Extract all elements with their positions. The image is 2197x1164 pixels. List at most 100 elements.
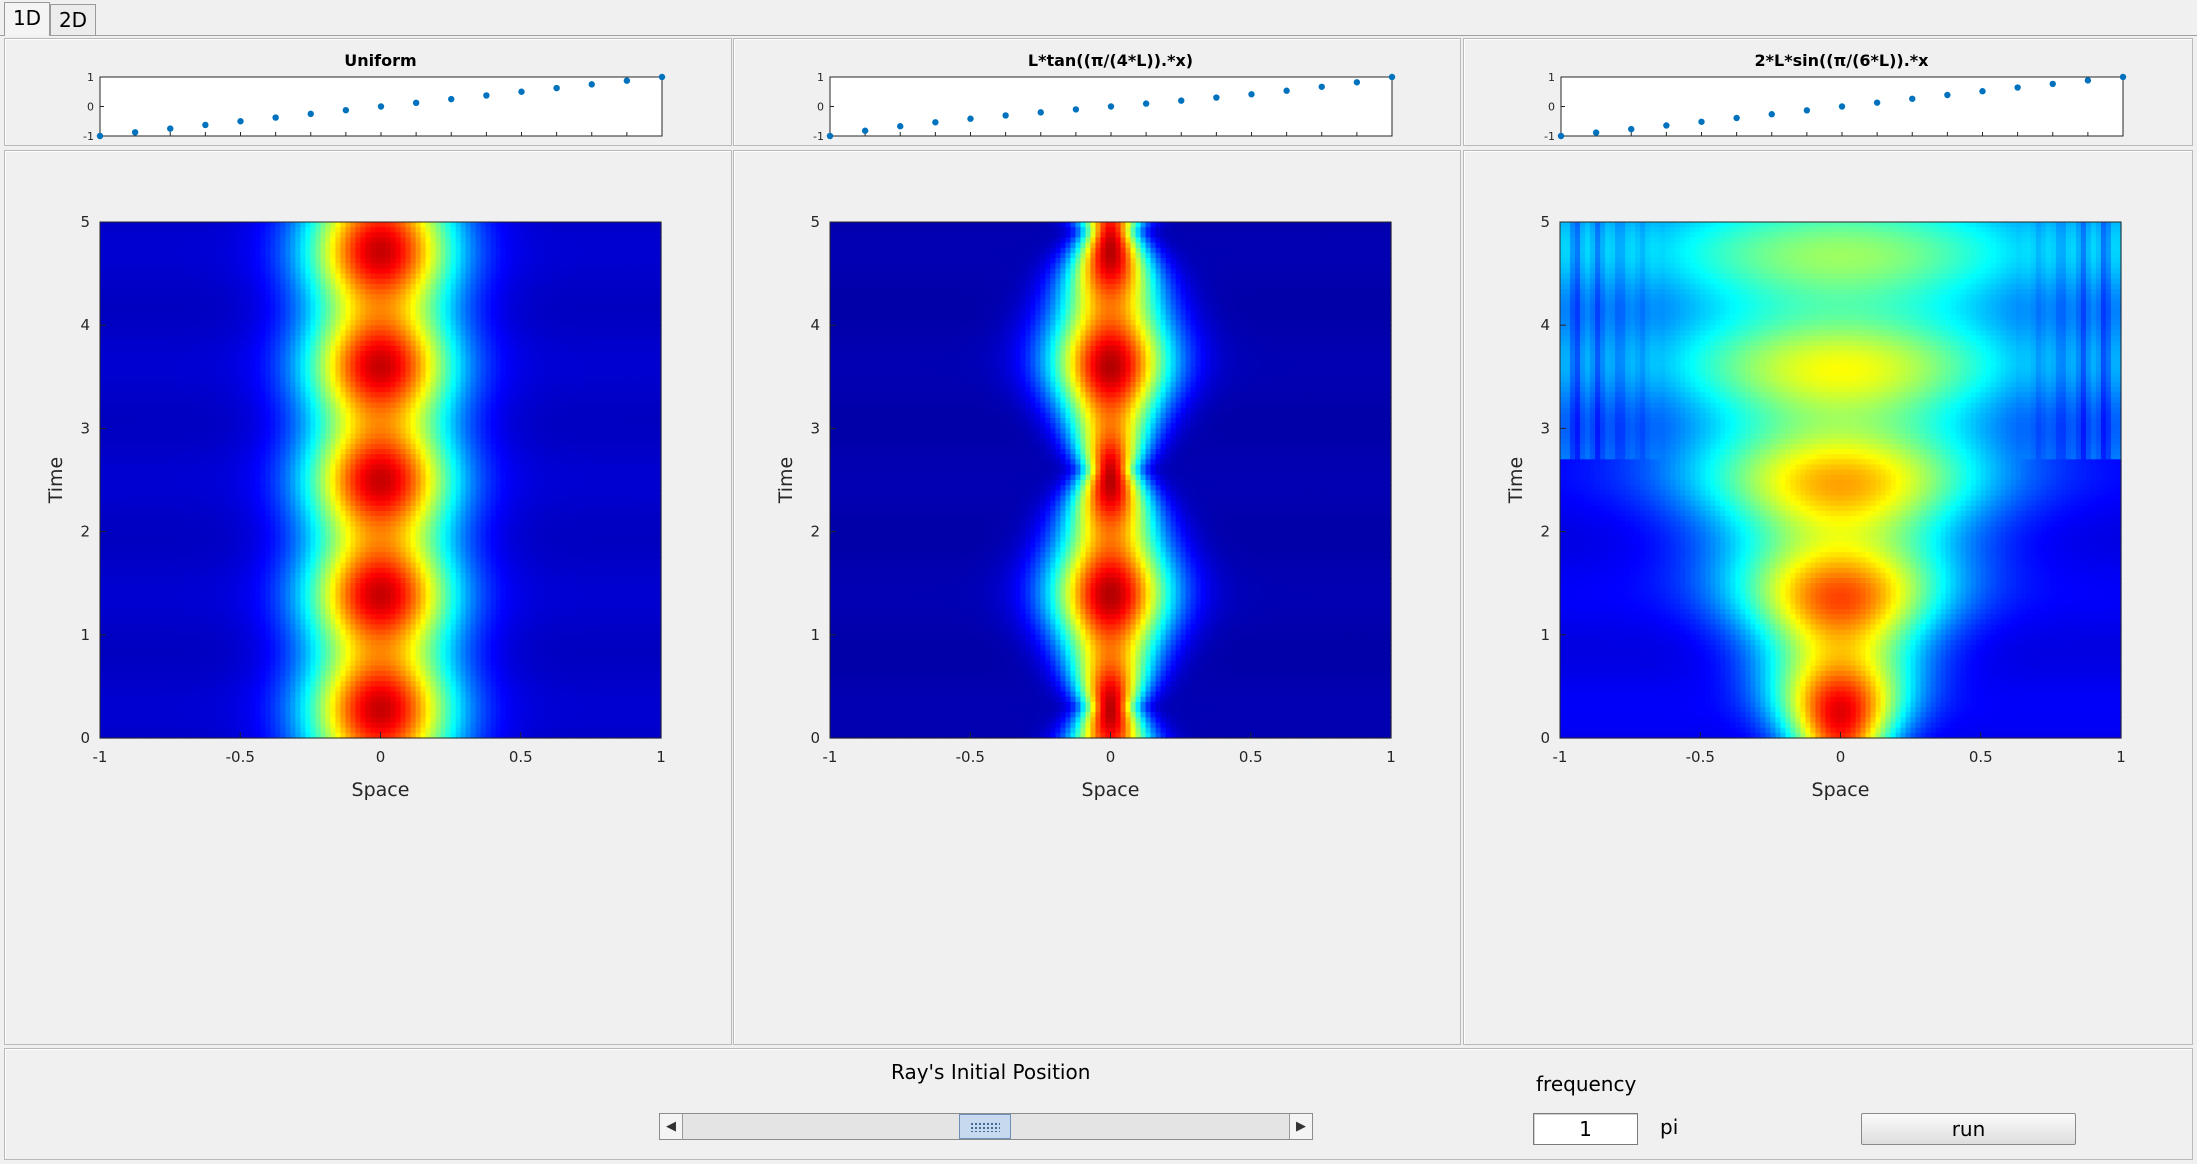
mesh-point xyxy=(412,99,420,107)
mesh-point xyxy=(1388,73,1396,81)
mesh-point xyxy=(1838,103,1846,110)
y-tick-label: 3 xyxy=(80,419,90,437)
mesh-point xyxy=(1142,100,1150,107)
mesh-point xyxy=(1944,91,1951,99)
mesh-point xyxy=(1698,118,1705,125)
x-tick-label: 0 xyxy=(1106,748,1116,766)
mesh-axes-tan: 1 0 -1 xyxy=(813,71,1396,143)
initial-position-slider[interactable]: ◀ ▶ xyxy=(659,1113,1313,1140)
mesh-point xyxy=(237,118,244,125)
mesh-point xyxy=(1283,87,1290,94)
mesh-point xyxy=(1248,91,1255,98)
x-tick-label: 1 xyxy=(2116,748,2126,766)
mesh-point xyxy=(658,73,666,81)
mesh-point xyxy=(167,125,174,132)
mesh-point xyxy=(2014,84,2021,91)
mesh-point xyxy=(1353,79,1361,86)
mesh-point xyxy=(1002,112,1009,119)
y-tick-label: 1 xyxy=(80,626,90,644)
mesh-point xyxy=(377,103,385,110)
y-tick-label: 2 xyxy=(80,523,90,541)
mesh-point xyxy=(1557,132,1565,140)
mesh-y-tick: -1 xyxy=(83,130,94,143)
mesh-title-uniform: Uniform xyxy=(99,51,662,70)
x-tick-label: -1 xyxy=(1553,748,1568,766)
mesh-point xyxy=(2084,77,2092,84)
field-axes-tan: -1 -0.5 0 0.5 1 0 1 2 3 4 5 Space Time xyxy=(775,213,1396,801)
field-image xyxy=(100,222,662,739)
y-tick-label: 0 xyxy=(80,729,90,747)
y-tick-label: 5 xyxy=(80,213,90,231)
frequency-label: frequency xyxy=(1536,1072,1636,1096)
mesh-point xyxy=(342,106,350,114)
y-tick-label: 4 xyxy=(80,316,90,334)
y-tick-label: 0 xyxy=(1540,729,1550,747)
mesh-point xyxy=(623,77,631,84)
tab-2d[interactable]: 2D xyxy=(50,4,96,35)
mesh-point xyxy=(1628,125,1635,133)
mesh-point xyxy=(826,132,834,140)
y-tick-label: 2 xyxy=(1540,523,1550,541)
control-panel xyxy=(4,1048,2193,1160)
slider-left-arrow[interactable]: ◀ xyxy=(660,1114,683,1139)
x-tick-label: -1 xyxy=(823,748,838,766)
mesh-y-tick: 0 xyxy=(1548,101,1555,114)
mesh-point xyxy=(1213,94,1220,101)
x-tick-label: 1 xyxy=(656,748,666,766)
mesh-point xyxy=(2119,73,2127,81)
field-axes-uniform: -1 -0.5 0 0.5 1 0 1 2 3 4 5 Space Time xyxy=(45,213,666,801)
mesh-point xyxy=(967,115,974,122)
y-tick-label: 2 xyxy=(810,523,820,541)
x-tick-label: 0 xyxy=(1836,748,1846,766)
x-tick-label: -0.5 xyxy=(1686,748,1715,766)
mesh-point xyxy=(1663,122,1670,129)
mesh-y-tick: 1 xyxy=(87,71,94,84)
y-tick-label: 4 xyxy=(810,316,820,334)
mesh-y-tick: 1 xyxy=(817,71,824,84)
mesh-point xyxy=(307,110,314,118)
mesh-point xyxy=(861,127,869,134)
mesh-y-tick: -1 xyxy=(1544,130,1555,143)
y-tick-label: 3 xyxy=(810,419,820,437)
mesh-point xyxy=(96,132,104,140)
x-axis-label: Space xyxy=(1812,779,1870,801)
y-tick-label: 4 xyxy=(1540,316,1550,334)
mesh-point xyxy=(1803,107,1811,114)
x-tick-label: -0.5 xyxy=(226,748,255,766)
slider-label: Ray's Initial Position xyxy=(891,1060,1090,1084)
y-tick-label: 3 xyxy=(1540,419,1550,437)
tab-divider xyxy=(0,35,2197,36)
x-tick-label: 0 xyxy=(376,748,386,766)
tab-1d[interactable]: 1D xyxy=(4,2,50,36)
mesh-point xyxy=(448,95,455,103)
mesh-title-tan: L*tan((π/(4*L)).*x) xyxy=(829,51,1392,70)
mesh-y-tick: -1 xyxy=(813,130,824,143)
mesh-point xyxy=(518,88,525,95)
mesh-point xyxy=(1592,129,1600,136)
y-axis-label: Time xyxy=(775,457,797,505)
mesh-point xyxy=(131,129,139,136)
x-tick-label: 0.5 xyxy=(1239,748,1263,766)
y-tick-label: 0 xyxy=(810,729,820,747)
x-tick-label: 1 xyxy=(1386,748,1396,766)
mesh-point xyxy=(2049,80,2056,88)
y-axis-label: Time xyxy=(1505,457,1527,505)
mesh-point xyxy=(1733,114,1740,122)
y-axis-label: Time xyxy=(45,457,67,505)
mesh-point xyxy=(1107,103,1115,110)
slider-grip-icon xyxy=(970,1122,1000,1132)
mesh-point xyxy=(483,92,490,99)
slider-thumb[interactable] xyxy=(959,1114,1011,1139)
slider-right-arrow[interactable]: ▶ xyxy=(1289,1114,1312,1139)
field-image xyxy=(830,222,1392,739)
mesh-y-tick: 1 xyxy=(1548,71,1555,84)
run-button[interactable]: run xyxy=(1861,1113,2076,1145)
frequency-input[interactable]: 1 xyxy=(1533,1113,1638,1145)
y-tick-label: 5 xyxy=(1540,213,1550,231)
mesh-point xyxy=(1072,106,1080,113)
y-tick-label: 5 xyxy=(810,213,820,231)
mesh-point xyxy=(202,121,209,129)
x-axis-label: Space xyxy=(352,779,410,801)
mesh-point xyxy=(1318,83,1325,90)
frequency-unit: pi xyxy=(1660,1115,1678,1139)
